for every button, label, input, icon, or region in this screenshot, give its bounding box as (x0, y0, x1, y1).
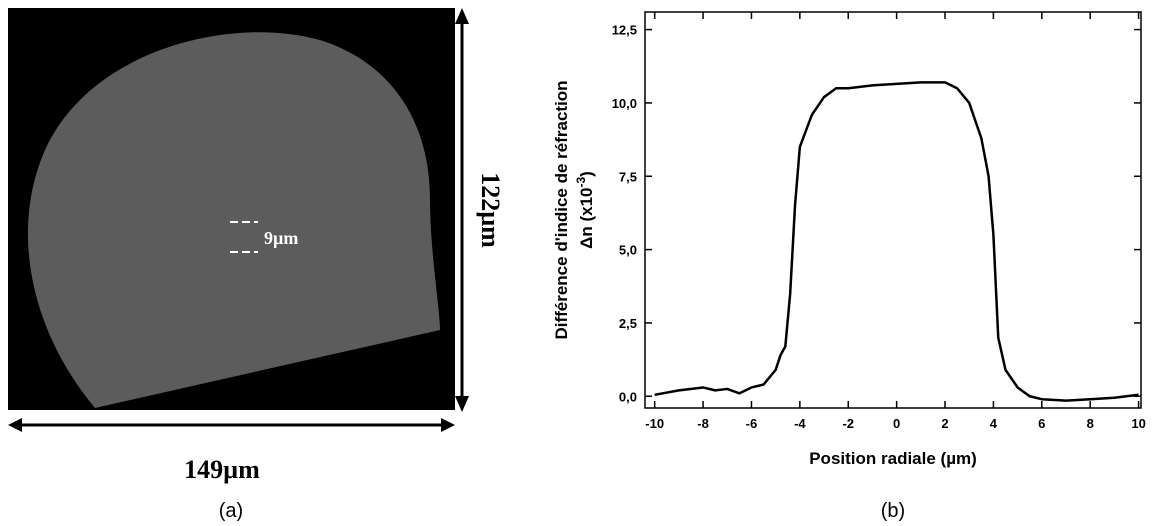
y-axis-label-2: Δn (x10-3) (574, 171, 596, 249)
x-tick-label: 4 (990, 416, 998, 431)
x-tick-label: 8 (1087, 416, 1094, 431)
y-axis-label: Différence d'indice de réfraction (552, 80, 571, 339)
x-tick-label: 2 (941, 416, 948, 431)
x-tick-label: -10 (645, 416, 664, 431)
y-tick-label: 12,5 (612, 23, 637, 38)
y-tick-label: 10,0 (612, 96, 637, 111)
height-label: 122µm (476, 172, 505, 248)
x-tick-label: -2 (842, 416, 854, 431)
x-tick-label: 10 (1131, 416, 1145, 431)
x-tick-label: 0 (893, 416, 900, 431)
fiber-section (27, 32, 440, 409)
plot-frame (644, 11, 1142, 409)
x-tick-label: -6 (746, 416, 758, 431)
y-tick-label: 0,0 (619, 389, 637, 404)
caption: (b) (881, 500, 905, 522)
y-label-sup: -3 (574, 176, 588, 187)
x-tick-label: 6 (1038, 416, 1045, 431)
caption: (a) (219, 500, 243, 522)
profile-line (654, 81, 1139, 402)
image-panel: 9µm 149µm 122µm (a) (8, 8, 505, 522)
width-label: 149µm (184, 455, 260, 484)
y-tick-label: 5,0 (619, 243, 637, 258)
x-tick-label: -8 (697, 416, 709, 431)
x-tick-label: -4 (794, 416, 806, 431)
chart: Différence d'indice de réfraction Δn (x1… (552, 11, 1146, 522)
y-label-base: Δn (x10 (577, 187, 596, 248)
core-label: 9µm (264, 228, 298, 248)
y-tick-label: 7,5 (619, 169, 637, 184)
x-axis-label: Position radiale (µm) (809, 449, 977, 468)
y-tick-label: 2,5 (619, 316, 637, 331)
y-label-end: ) (577, 171, 596, 177)
